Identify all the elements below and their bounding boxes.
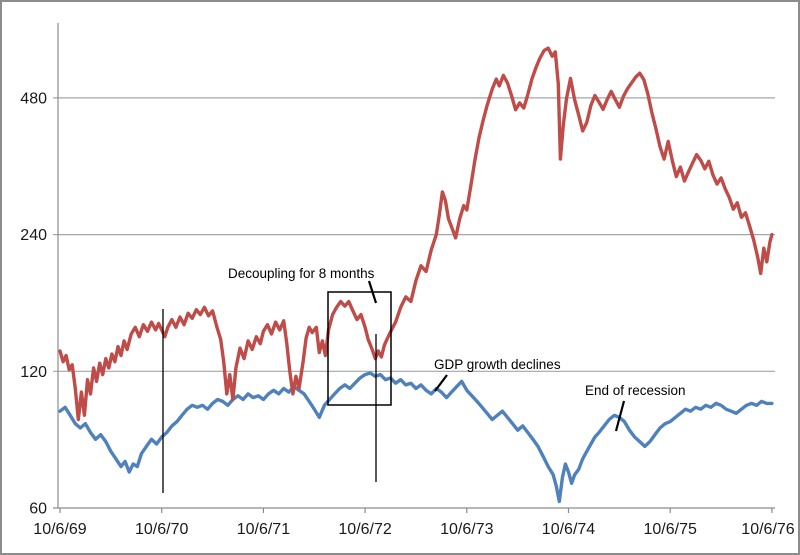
y-tick-label: 480 xyxy=(20,90,47,107)
blue-lower-series-line xyxy=(58,371,774,504)
y-tick-label: 120 xyxy=(20,364,47,381)
annotation-label-gdp-growth: GDP growth declines xyxy=(434,357,561,372)
x-tick-label: 10/6/74 xyxy=(542,521,595,538)
y-tick-label: 60 xyxy=(29,501,47,518)
x-tick-label: 10/6/71 xyxy=(237,521,290,538)
x-tick-label: 10/6/73 xyxy=(440,521,493,538)
x-tick-label: 10/6/70 xyxy=(135,521,188,538)
annotation-leader-decoupling xyxy=(367,280,378,304)
y-tick-label: 240 xyxy=(20,227,47,244)
annotation-leader-end-recession xyxy=(614,400,626,432)
annotation-label-end-recession: End of recession xyxy=(585,383,686,398)
x-tick-label: 10/6/72 xyxy=(338,521,391,538)
x-tick-label: 10/6/69 xyxy=(33,521,86,538)
annotation-leader-gdp-growth xyxy=(434,374,448,392)
x-tick-label: 10/6/75 xyxy=(644,521,697,538)
annotation-decoupling-box xyxy=(327,291,392,406)
annotation-label-decoupling: Decoupling for 8 months xyxy=(228,266,375,281)
red-upper-series-line xyxy=(58,46,774,422)
x-tick-label: 10/6/76 xyxy=(741,521,794,538)
